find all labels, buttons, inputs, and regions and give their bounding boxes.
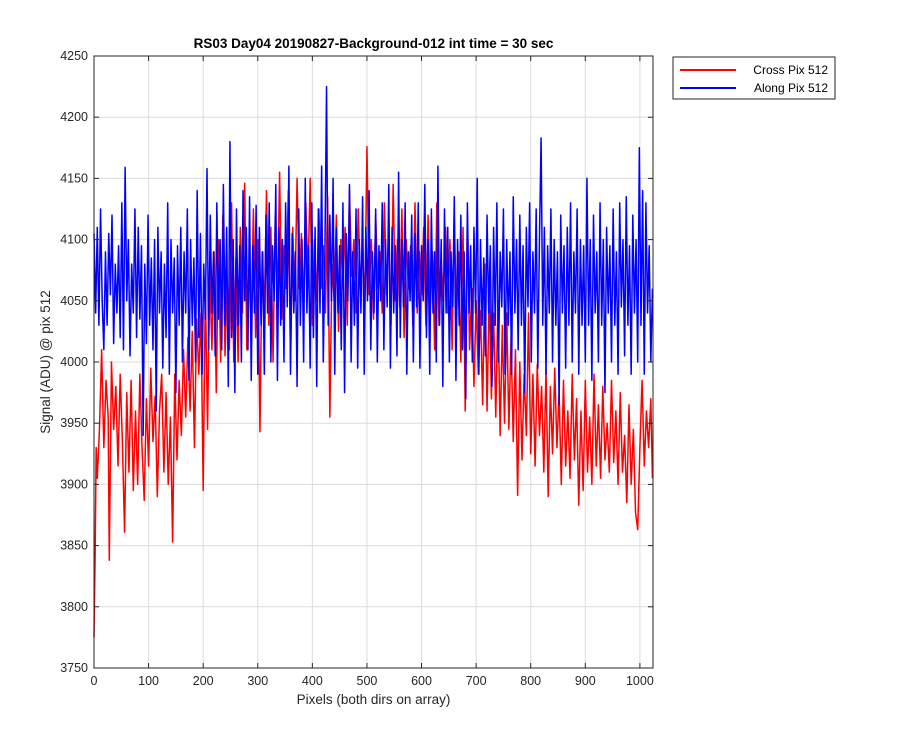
x-tick-label: 900 <box>575 674 596 688</box>
y-tick-label: 3800 <box>60 600 88 614</box>
legend-label-along-pix: Along Pix 512 <box>754 81 828 95</box>
legend: Cross Pix 512 Along Pix 512 <box>672 56 836 100</box>
x-tick-label: 700 <box>466 674 487 688</box>
x-tick-label: 100 <box>138 674 159 688</box>
series-lines <box>93 85 654 638</box>
series-line-along-pix <box>93 85 654 437</box>
y-axis-label: Signal (ADU) @ pix 512 <box>38 290 53 434</box>
y-tick-label: 3900 <box>60 477 88 491</box>
x-tick-label: 1000 <box>626 674 654 688</box>
y-tick-label: 4100 <box>60 233 88 247</box>
y-tick-label: 4200 <box>60 110 88 124</box>
chart-title: RS03 Day04 20190827-Background-012 int t… <box>194 36 554 51</box>
y-tick-label: 3850 <box>60 539 88 553</box>
x-tick-label: 0 <box>91 674 98 688</box>
x-tick-label: 600 <box>411 674 432 688</box>
grid-lines <box>94 56 653 668</box>
x-tick-label: 200 <box>193 674 214 688</box>
y-tick-label: 3950 <box>60 416 88 430</box>
axis-ticks: 0 100 200 300 400 500 600 700 800 900 1000 3750 3800… <box>60 49 654 688</box>
x-axis-label: Pixels (both dirs on array) <box>297 692 451 707</box>
y-tick-label: 3750 <box>60 661 88 675</box>
x-tick-label: 400 <box>302 674 323 688</box>
x-tick-label: 800 <box>520 674 541 688</box>
y-tick-label: 4000 <box>60 355 88 369</box>
x-tick-label: 500 <box>357 674 378 688</box>
y-tick-label: 4250 <box>60 49 88 63</box>
y-tick-label: 4150 <box>60 171 88 185</box>
legend-box <box>672 56 836 100</box>
x-tick-label: 300 <box>247 674 268 688</box>
y-tick-label: 4050 <box>60 294 88 308</box>
legend-label-cross-pix: Cross Pix 512 <box>753 63 828 77</box>
